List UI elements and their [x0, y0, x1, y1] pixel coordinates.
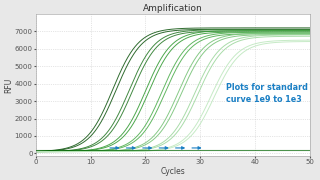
X-axis label: Cycles: Cycles [160, 167, 185, 176]
Text: Plots for standard
curve 1e9 to 1e3: Plots for standard curve 1e9 to 1e3 [226, 83, 308, 104]
Title: Amplification: Amplification [143, 4, 203, 13]
Y-axis label: RFU: RFU [4, 77, 13, 93]
